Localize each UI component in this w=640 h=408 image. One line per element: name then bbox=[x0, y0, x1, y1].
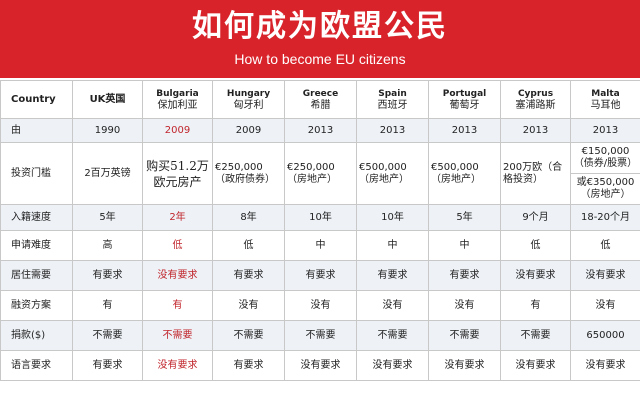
table-cell: 低 bbox=[500, 230, 571, 261]
table-cell: 有 bbox=[500, 290, 571, 321]
table-cell: 5年 bbox=[428, 204, 501, 231]
table-cell: 不需要 bbox=[212, 320, 285, 351]
table-cell: 18-20个月 bbox=[570, 204, 640, 231]
table-row: 融资方案 有 有 没有 没有 没有 没有 有 没有 bbox=[0, 290, 640, 321]
table-cell: 没有要求 bbox=[142, 350, 213, 381]
table-cell: 中 bbox=[284, 230, 357, 261]
column-header-greece: Greece 希腊 bbox=[284, 80, 357, 119]
table-cell: 没有要求 bbox=[500, 350, 571, 381]
table-cell: 有要求 bbox=[356, 260, 429, 291]
table-cell: 没有 bbox=[284, 290, 357, 321]
table-cell: 没有 bbox=[212, 290, 285, 321]
table-cell: €250,000（房地产） bbox=[284, 142, 357, 205]
table-cell: 200万欧（合格投资） bbox=[500, 142, 571, 205]
row-label: 入籍速度 bbox=[0, 204, 73, 231]
row-label: 居住需要 bbox=[0, 260, 73, 291]
table-cell: 不需要 bbox=[72, 320, 143, 351]
column-header-cyprus: Cyprus 塞浦路斯 bbox=[500, 80, 571, 119]
column-header-country: Country bbox=[0, 80, 73, 119]
row-label: 申请难度 bbox=[0, 230, 73, 261]
table-row: 捐款($) 不需要 不需要 不需要 不需要 不需要 不需要 不需要 650000 bbox=[0, 320, 640, 351]
table-row: 居住需要 有要求 没有要求 有要求 有要求 有要求 有要求 没有要求 没有要求 bbox=[0, 260, 640, 291]
table-cell: 2009 bbox=[142, 118, 213, 143]
table-cell: 2百万英镑 bbox=[72, 142, 143, 205]
page-subtitle: How to become EU citizens bbox=[234, 51, 406, 67]
table-cell: 有要求 bbox=[72, 260, 143, 291]
column-header-hungary: Hungary 匈牙利 bbox=[212, 80, 285, 119]
row-label: 融资方案 bbox=[0, 290, 73, 321]
table-cell: 有 bbox=[72, 290, 143, 321]
table-cell: 有要求 bbox=[212, 260, 285, 291]
comparison-table: Country UK英国 Bulgaria 保加利亚 Hungary 匈牙利 Gre… bbox=[0, 80, 640, 381]
table-cell-malta-investment: €150,000（债券/股票） 或€350,000（房地产） bbox=[570, 142, 640, 205]
table-cell: 有要求 bbox=[284, 260, 357, 291]
table-cell: 中 bbox=[428, 230, 501, 261]
row-label: 语言要求 bbox=[0, 350, 73, 381]
table-row: 由 1990 2009 2009 2013 2013 2013 2013 201… bbox=[0, 118, 640, 143]
table-cell: 2013 bbox=[500, 118, 571, 143]
table-cell: 8年 bbox=[212, 204, 285, 231]
table-cell: 有要求 bbox=[212, 350, 285, 381]
table-cell: 不需要 bbox=[428, 320, 501, 351]
table-cell: 没有要求 bbox=[428, 350, 501, 381]
table-cell: 1990 bbox=[72, 118, 143, 143]
table-cell: 不需要 bbox=[142, 320, 213, 351]
table-cell: 没有 bbox=[570, 290, 640, 321]
column-header-uk: UK英国 bbox=[72, 80, 143, 119]
table-cell: 低 bbox=[570, 230, 640, 261]
table-cell: 有 bbox=[142, 290, 213, 321]
table-cell: 10年 bbox=[356, 204, 429, 231]
row-label: 由 bbox=[0, 118, 73, 143]
row-label: 投资门槛 bbox=[0, 142, 73, 205]
table-cell: 不需要 bbox=[500, 320, 571, 351]
table-cell: 2009 bbox=[212, 118, 285, 143]
row-label: 捐款($) bbox=[0, 320, 73, 351]
table-cell: 购买51.2万欧元房产 bbox=[142, 142, 213, 205]
table-cell: €500,000（房地产） bbox=[428, 142, 501, 205]
column-header-malta: Malta 马耳他 bbox=[570, 80, 640, 119]
page-title: 如何成为欧盟公民 bbox=[192, 9, 448, 44]
table-cell: €250,000（政府债券） bbox=[212, 142, 285, 205]
table-cell: 2年 bbox=[142, 204, 213, 231]
table-cell: 2013 bbox=[356, 118, 429, 143]
table-cell: 2013 bbox=[570, 118, 640, 143]
table-row: 投资门槛 2百万英镑 购买51.2万欧元房产 €250,000（政府债券） €2… bbox=[0, 142, 640, 205]
table-cell: 10年 bbox=[284, 204, 357, 231]
table-cell: 650000 bbox=[570, 320, 640, 351]
column-header-spain: Spain 西班牙 bbox=[356, 80, 429, 119]
table-cell: 低 bbox=[142, 230, 213, 261]
table-cell: 有要求 bbox=[72, 350, 143, 381]
column-header-portugal: Portugal 葡萄牙 bbox=[428, 80, 501, 119]
table-cell-part: 或€350,000（房地产） bbox=[576, 177, 635, 200]
table-row: 申请难度 高 低 低 中 中 中 低 低 bbox=[0, 230, 640, 261]
table-cell: 没有要求 bbox=[500, 260, 571, 291]
table-cell: 没有要求 bbox=[570, 260, 640, 291]
table-cell: 中 bbox=[356, 230, 429, 261]
table-cell: 高 bbox=[72, 230, 143, 261]
table-cell: 没有要求 bbox=[356, 350, 429, 381]
column-header-bulgaria: Bulgaria 保加利亚 bbox=[142, 80, 213, 119]
table-cell: 没有 bbox=[428, 290, 501, 321]
table-cell: 有要求 bbox=[428, 260, 501, 291]
table-cell: 没有要求 bbox=[570, 350, 640, 381]
table-cell: €500,000（房地产） bbox=[356, 142, 429, 205]
table-header-row: Country UK英国 Bulgaria 保加利亚 Hungary 匈牙利 Gre… bbox=[0, 80, 640, 119]
table-cell: 没有要求 bbox=[142, 260, 213, 291]
table-cell: 不需要 bbox=[356, 320, 429, 351]
header-banner: 如何成为欧盟公民 How to become EU citizens bbox=[0, 0, 640, 78]
table-cell: 没有 bbox=[356, 290, 429, 321]
table-cell: 9个月 bbox=[500, 204, 571, 231]
table-cell: 低 bbox=[212, 230, 285, 261]
table-cell: 没有要求 bbox=[284, 350, 357, 381]
table-row: 入籍速度 5年 2年 8年 10年 10年 5年 9个月 18-20个月 bbox=[0, 204, 640, 231]
table-cell: 2013 bbox=[284, 118, 357, 143]
table-cell: 不需要 bbox=[284, 320, 357, 351]
table-cell-part: €150,000（债券/股票） bbox=[571, 144, 640, 174]
table-row: 语言要求 有要求 没有要求 有要求 没有要求 没有要求 没有要求 没有要求 没有… bbox=[0, 350, 640, 381]
table-cell: 5年 bbox=[72, 204, 143, 231]
table-cell: 2013 bbox=[428, 118, 501, 143]
